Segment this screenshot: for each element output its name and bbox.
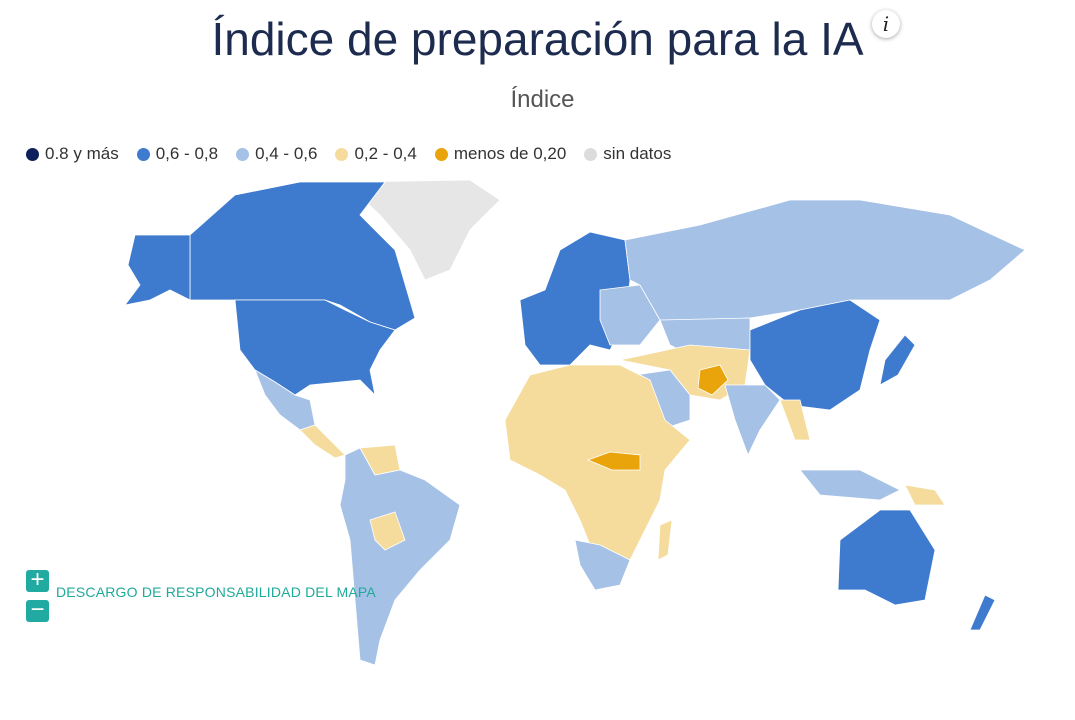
zoom-in-button[interactable]: + [26, 568, 49, 592]
legend-dot [236, 147, 250, 161]
legend-item-0.2-0.4[interactable]: 0,2 - 0,4 [335, 144, 417, 164]
japan[interactable] [879, 334, 916, 386]
legend-label: 0.8 y más [45, 144, 119, 163]
india[interactable] [724, 384, 781, 457]
afghanistan[interactable] [697, 364, 729, 396]
legend-label: menos de 0,20 [453, 144, 567, 163]
info-icon[interactable]: i [872, 10, 900, 38]
legend-label: sin datos [603, 144, 672, 163]
world-map[interactable] [0, 175, 1075, 675]
legend-item-below-0.2[interactable]: menos de 0,20 [434, 144, 567, 164]
legend-item-no-data[interactable]: sin datos [584, 144, 671, 164]
legend-dot [26, 147, 39, 161]
page-title: Índice de preparación para la IA [211, 13, 864, 65]
alaska[interactable] [124, 234, 191, 306]
southeast-asia[interactable] [779, 399, 811, 441]
bolivia[interactable] [369, 511, 406, 551]
legend-label: 0,4 - 0,6 [255, 144, 318, 163]
papua-new-guinea[interactable] [904, 484, 946, 506]
legend-item-0.8-plus[interactable]: 0.8 y más [26, 144, 119, 164]
legend-dot [136, 147, 150, 161]
legend-item-0.6-0.8[interactable]: 0,6 - 0,8 [136, 144, 219, 164]
legend-item-0.4-0.6[interactable]: 0,4 - 0,6 [236, 144, 317, 164]
central-america[interactable] [299, 424, 346, 459]
map-disclaimer-link[interactable]: DESCARGO DE RESPONSABILIDAD DEL MAPA [56, 584, 376, 600]
legend-label: 0,6 - 0,8 [155, 144, 219, 163]
greenland[interactable] [344, 179, 501, 281]
legend-dot [335, 147, 349, 161]
africa[interactable] [504, 364, 691, 571]
indonesia[interactable] [799, 469, 901, 501]
map-subtitle: Índice [510, 86, 575, 113]
madagascar[interactable] [657, 519, 673, 561]
new-zealand[interactable] [969, 594, 996, 631]
legend-dot [434, 147, 448, 161]
legend: 0.8 y más 0,6 - 0,8 0,4 - 0,6 0,2 - 0,4 … [26, 144, 671, 164]
russia[interactable] [624, 199, 1026, 321]
australia[interactable] [837, 509, 936, 606]
china[interactable] [749, 299, 881, 411]
legend-dot [584, 147, 598, 161]
legend-label: 0,2 - 0,4 [354, 144, 417, 163]
central-african-republic[interactable] [586, 451, 641, 471]
zoom-out-button[interactable]: − [26, 598, 49, 622]
southern-africa[interactable] [574, 539, 631, 591]
south-america[interactable] [339, 447, 461, 666]
